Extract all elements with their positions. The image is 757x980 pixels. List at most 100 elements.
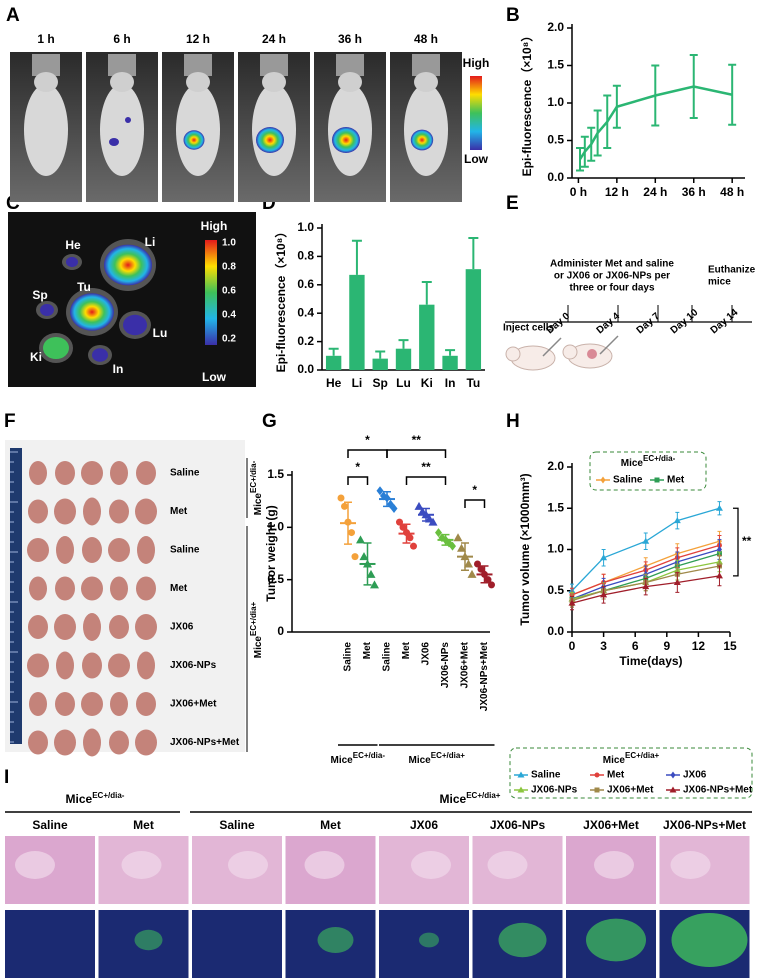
data-point xyxy=(410,542,417,550)
tumor xyxy=(55,461,75,485)
legend-marker xyxy=(669,786,677,793)
mouse-body xyxy=(176,84,220,176)
error-bar xyxy=(689,54,698,119)
tumor xyxy=(54,498,76,525)
legend-marker xyxy=(594,787,600,793)
tumor xyxy=(109,730,129,755)
legend-marker xyxy=(654,477,660,483)
y-tick-label: 0.2 xyxy=(297,334,314,348)
tumor xyxy=(110,692,128,716)
x-tick-label: Saline xyxy=(343,642,354,672)
treatment-text: or JX06 or JX06-NPs per xyxy=(554,271,670,282)
tumor xyxy=(56,651,74,680)
data-point xyxy=(370,580,379,589)
tumor xyxy=(135,614,157,640)
x-axis-label: Time(days) xyxy=(619,654,682,668)
mouse-head xyxy=(186,72,210,92)
legend-title: MiceEC+/dia+ xyxy=(603,751,660,766)
legend-marker xyxy=(594,772,600,778)
panel-label: I xyxy=(4,767,9,788)
tumor xyxy=(82,537,102,563)
data-point xyxy=(383,493,391,503)
group-label: JX06+Met xyxy=(170,699,217,710)
error-bar xyxy=(421,280,432,305)
data-point xyxy=(600,554,608,561)
legend-title-sup: EC+/dia+ xyxy=(625,751,660,760)
error-bar xyxy=(576,147,585,172)
tumor xyxy=(27,538,49,562)
if-signal xyxy=(498,922,547,958)
tumor xyxy=(28,615,48,639)
x-tick-label: Saline xyxy=(382,642,393,672)
organ-label: Tu xyxy=(77,280,91,294)
organ-label: Ki xyxy=(30,350,42,364)
data-point xyxy=(477,565,485,573)
mouse-body xyxy=(100,84,144,176)
holder xyxy=(32,54,60,76)
mice-header-sup: EC+/dia+ xyxy=(466,791,501,800)
data-point xyxy=(396,518,403,526)
tumor xyxy=(137,536,155,564)
mice-label-base: Mice xyxy=(253,636,264,659)
tumor xyxy=(83,728,101,757)
x-tick-label: 0 h xyxy=(570,185,587,199)
timepoint-label: 48 h xyxy=(414,32,438,46)
y-tick-label: 0.5 xyxy=(547,583,564,597)
data-point xyxy=(453,533,463,542)
x-tick-label: He xyxy=(326,376,342,390)
mouse-body xyxy=(404,84,448,176)
error-bar xyxy=(728,63,737,126)
organ-signal xyxy=(66,256,78,268)
error-bar xyxy=(580,135,589,168)
significance-bracket xyxy=(347,449,388,458)
error-bar xyxy=(612,84,621,129)
timepoint-label: 1 h xyxy=(37,32,54,46)
legend-title-sup: EC+/dia- xyxy=(643,454,676,463)
data-point xyxy=(481,570,488,578)
x-tick-label: 12 xyxy=(692,639,706,653)
color-bar xyxy=(470,76,482,150)
error-bar xyxy=(593,109,602,157)
data-point xyxy=(484,576,492,584)
tumor xyxy=(27,653,49,678)
if-stain xyxy=(5,910,95,978)
mice-label: MiceEC+/dia+ xyxy=(249,601,264,658)
x-tick-label: 15 xyxy=(723,639,737,653)
group-label: JX06 xyxy=(410,818,438,832)
error-bar xyxy=(445,349,456,356)
tumor xyxy=(55,692,75,716)
x-tick-label: Met xyxy=(401,641,412,659)
significance-label: * xyxy=(355,460,360,474)
significance-label: ** xyxy=(412,433,422,447)
organ-label: In xyxy=(113,362,124,376)
y-axis-label: Tumor volume (×1000mm³) xyxy=(518,473,532,625)
significance-label: * xyxy=(472,483,477,497)
tumor xyxy=(54,614,76,640)
signal xyxy=(332,127,360,153)
euthanize-text: mice xyxy=(708,277,731,288)
panel-label: B xyxy=(506,5,520,26)
bar xyxy=(395,348,412,370)
data-point xyxy=(359,552,369,561)
y-tick-label: 1.0 xyxy=(267,520,284,534)
group-label: JX06-NPs xyxy=(490,818,546,832)
data-point xyxy=(673,517,681,524)
legend-marker xyxy=(670,771,676,779)
y-axis-label: Epi-fluorescence（×10⁸） xyxy=(519,30,534,177)
data-point xyxy=(376,486,384,496)
organ-signal xyxy=(70,293,114,331)
x-tick-label: Tu xyxy=(466,376,480,390)
error-bar xyxy=(651,64,660,127)
legend-label: Saline xyxy=(531,770,561,781)
tumor xyxy=(136,576,156,601)
holder xyxy=(108,54,136,76)
scale-tick-label: 1.0 xyxy=(222,238,236,249)
x-tick-label: 0 xyxy=(569,639,576,653)
he-texture xyxy=(121,851,162,879)
signal xyxy=(256,127,284,153)
error-bar xyxy=(375,350,386,359)
mouse-drawing-head xyxy=(562,344,578,360)
data-point xyxy=(428,517,438,526)
